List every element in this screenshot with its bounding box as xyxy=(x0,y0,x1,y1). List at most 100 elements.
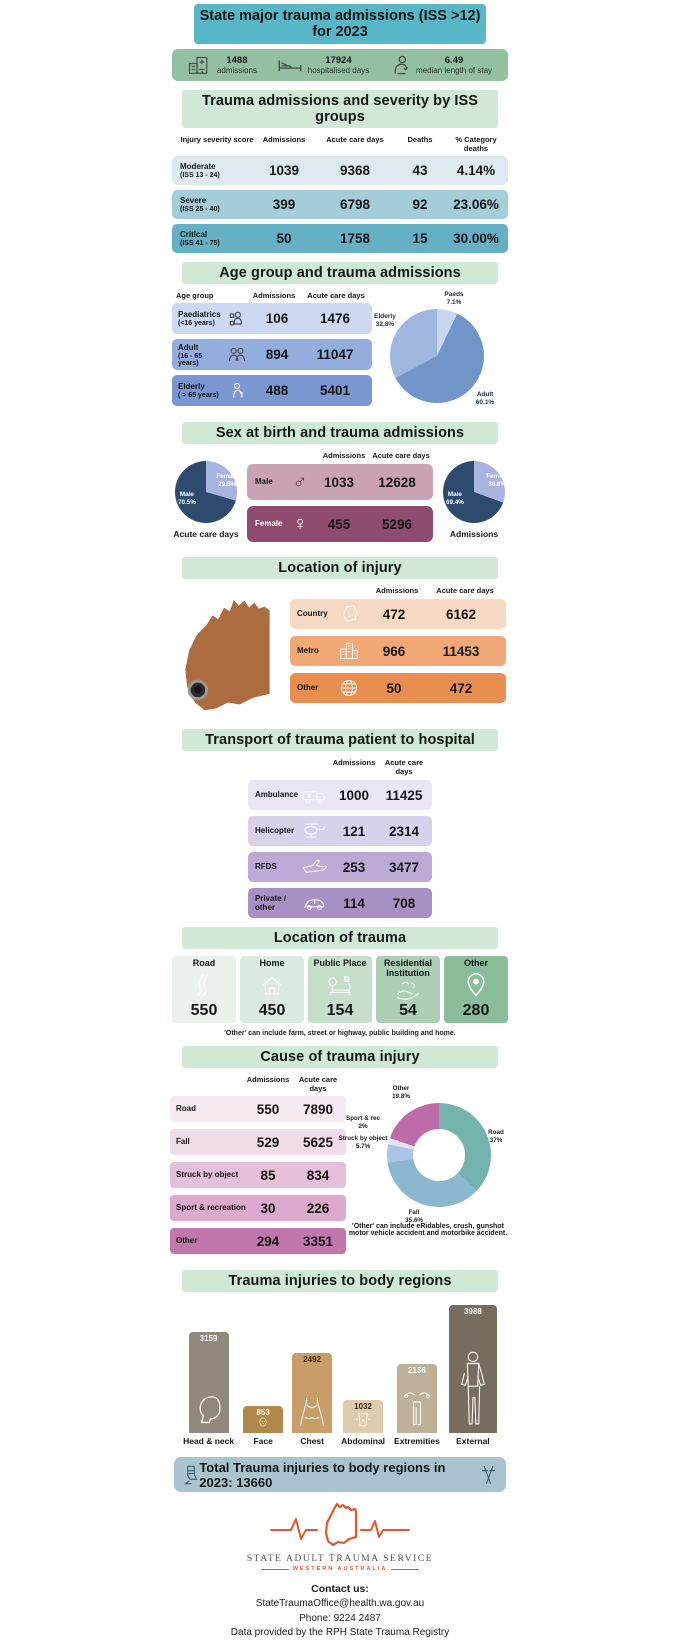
age-pie-chart: Paeds 7.1% Elderly 32.8% Adult 60.1% xyxy=(372,291,508,413)
stat-label: hospitalised days xyxy=(307,66,370,75)
donut-label-sport: Sport & rec 2% xyxy=(346,1115,380,1130)
leg-cast-icon xyxy=(184,1465,198,1484)
row-label: Elderly xyxy=(178,382,205,391)
pie-chart xyxy=(390,309,484,403)
female-symbol-icon: ♀ xyxy=(292,513,308,535)
contact-heading: Contact us: xyxy=(311,1583,369,1595)
row-label: Metro xyxy=(297,646,319,655)
acute-care-days-value: 5401 xyxy=(319,383,351,398)
table-row: Adult (16 - 65 years) 894 11047 xyxy=(172,339,372,370)
table-row: Struck by object 85 834 xyxy=(170,1162,346,1188)
divider xyxy=(391,1568,420,1570)
hospital-bed-icon xyxy=(278,60,302,72)
bar-category-label: Abdominal xyxy=(341,1436,386,1446)
card-title: Residential Institution xyxy=(383,958,432,978)
transport-table: Admissions Acute care days Ambulance 100… xyxy=(248,758,432,918)
admissions-value: 121 xyxy=(342,823,366,839)
head-profile-icon xyxy=(199,1396,221,1424)
admissions-value: 399 xyxy=(272,197,296,212)
stat-admissions: 1488 admissions xyxy=(188,54,257,76)
card-value: 154 xyxy=(326,1001,354,1019)
bar-column: 2136 Extremities xyxy=(394,1364,440,1447)
row-label: Country xyxy=(297,609,328,618)
column-header: Injury severity score xyxy=(180,135,254,144)
location-trauma-cards: Road 550 Home 450 Public Place 154 Resid… xyxy=(172,956,508,1023)
table-row: Other 50 472 xyxy=(290,673,506,703)
section-header-body-regions: Trauma injuries to body regions xyxy=(182,1270,498,1292)
western-australia-map-icon xyxy=(185,599,270,711)
row-label: Private / other xyxy=(255,893,287,912)
table-row: Country 472 6162 xyxy=(290,599,506,629)
section-header-sex: Sex at birth and trauma admissions xyxy=(182,422,498,444)
pct-deaths-value: 23.06% xyxy=(453,197,499,212)
cause-donut-chart: Other 19.8% Road 37% Sport & rec 2% Struck … xyxy=(339,1075,510,1261)
bar-value: 2492 xyxy=(303,1355,322,1364)
bar-column: 1032 Abdominal xyxy=(341,1400,385,1447)
body-regions-bar-chart: 3159 Head & neck 853 Face 2492 Chest 103… xyxy=(160,1299,520,1447)
column-header: % Category deaths xyxy=(455,135,497,153)
cause-footnote: 'Other' can include eRidables, crush, gu… xyxy=(348,1223,508,1237)
patient-icon xyxy=(394,55,409,75)
stat-value: 6.49 xyxy=(444,55,464,66)
table-row: Moderate (ISS 13 - 24) 1039 9368 43 4.14% xyxy=(172,156,508,185)
row-label: Ambulance xyxy=(255,790,299,799)
section-header-severity: Trauma admissions and severity by ISS gr… xyxy=(182,90,498,128)
card-title: Other xyxy=(463,958,488,968)
bar-column: 853 Face xyxy=(243,1406,284,1447)
column-header: Acute care days xyxy=(307,291,365,300)
donut-chart xyxy=(387,1103,491,1207)
admissions-value: 455 xyxy=(327,516,351,532)
stat-value: 1488 xyxy=(226,55,248,66)
deaths-value: 92 xyxy=(412,197,428,212)
donut-label-fall: Fall 35.6% xyxy=(405,1209,423,1224)
row-label: Other xyxy=(176,1236,198,1245)
male-symbol-icon: ♂ xyxy=(292,471,308,493)
admissions-value: 550 xyxy=(256,1101,280,1117)
full-body-icon xyxy=(460,1351,485,1425)
card-title: Public Place xyxy=(313,958,367,968)
row-label: Moderate xyxy=(180,162,216,171)
row-sublabel: (16 - 65 years) xyxy=(178,352,203,367)
table-row: Ambulance 1000 11425 xyxy=(248,780,432,810)
summary-stats-bar: 1488 admissions 17924 hospitalised days … xyxy=(172,49,508,81)
row-label: Other xyxy=(297,683,319,692)
card-title: Road xyxy=(192,958,216,968)
acute-care-days-value: 3477 xyxy=(388,859,420,875)
column-header: Admissions xyxy=(262,135,306,144)
plane-icon xyxy=(302,859,327,873)
row-label: Critical xyxy=(180,230,208,239)
table-row: Severe (ISS 25 - 40) 399 6798 92 23.06% xyxy=(172,190,508,219)
section-header-location-injury: Location of injury xyxy=(182,557,498,579)
deaths-value: 15 xyxy=(412,231,428,246)
table-row: Metro 966 11453 xyxy=(290,636,506,666)
column-header: Acute care days xyxy=(298,1075,338,1093)
bar-column: 3159 Head & neck xyxy=(183,1332,234,1447)
helicopter-icon xyxy=(304,823,326,838)
row-label: Helicopter xyxy=(255,826,295,835)
sex-table: Admissions Acute care days Male ♂ 1033 1… xyxy=(247,451,433,548)
section-header-transport: Transport of trauma patient to hospital xyxy=(182,729,498,751)
row-sublabel: ( > 65 years) xyxy=(178,392,219,399)
acute-care-days-value: 12628 xyxy=(378,474,416,490)
bar-value: 2136 xyxy=(408,1366,426,1375)
admissions-value: 1000 xyxy=(338,787,370,803)
card-value: 54 xyxy=(399,1002,417,1019)
column-header: Acute care days xyxy=(372,451,430,460)
row-label: Road xyxy=(176,1104,196,1113)
admissions-value: 85 xyxy=(260,1167,276,1183)
deaths-value: 43 xyxy=(412,163,428,178)
row-label: Fall xyxy=(176,1137,190,1146)
admissions-value: 894 xyxy=(265,347,289,362)
card-value: 450 xyxy=(258,1001,286,1019)
data-source-note: Data provided by the RPH State Trauma Re… xyxy=(230,1627,450,1639)
bar-category-label: Head & neck xyxy=(183,1436,235,1446)
child-icon xyxy=(229,311,242,325)
elderly-icon xyxy=(233,382,243,398)
admissions-value: 488 xyxy=(265,383,289,398)
wa-map xyxy=(172,586,290,720)
state-trauma-service-logo-icon xyxy=(270,1502,410,1547)
acute-care-days-value: 7890 xyxy=(302,1101,334,1117)
column-header: Admissions xyxy=(246,1075,290,1084)
map-pin-icon xyxy=(467,973,485,997)
